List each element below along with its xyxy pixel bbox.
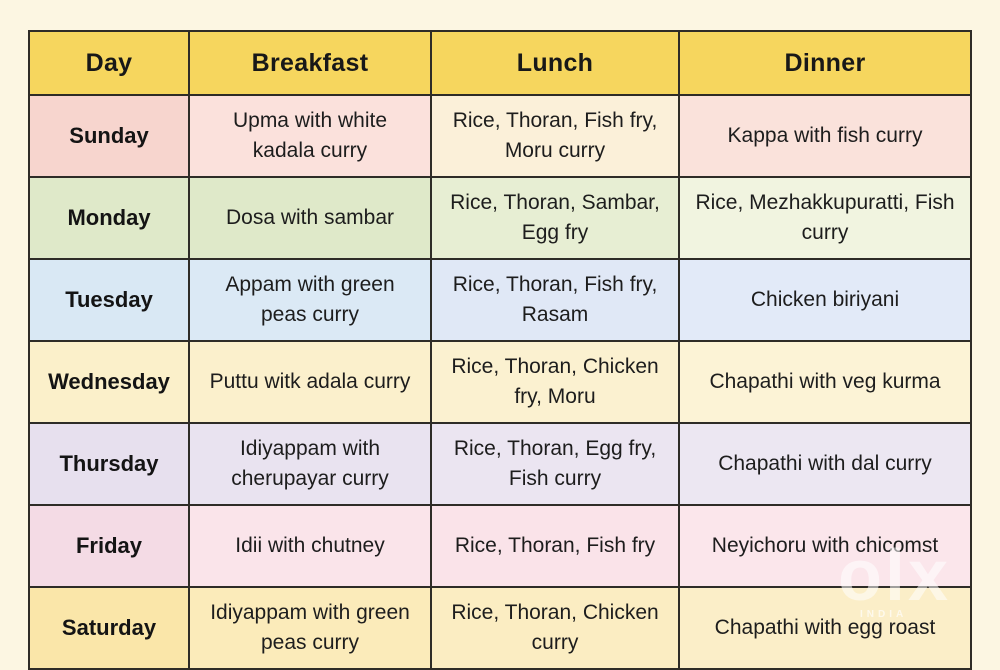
header-breakfast: Breakfast [188, 30, 432, 96]
header-lunch: Lunch [430, 30, 680, 96]
dinner-cell: Chapathi with egg roast [678, 586, 972, 670]
table-row-friday: Friday Idii with chutney Rice, Thoran, F… [28, 504, 972, 588]
header-dinner: Dinner [678, 30, 972, 96]
day-cell: Sunday [28, 94, 190, 178]
lunch-cell: Rice, Thoran, Chicken fry, Moru [430, 340, 680, 424]
table-row-monday: Monday Dosa with sambar Rice, Thoran, Sa… [28, 176, 972, 260]
day-cell: Thursday [28, 422, 190, 506]
breakfast-cell: Dosa with sambar [188, 176, 432, 260]
dinner-cell: Chapathi with dal curry [678, 422, 972, 506]
day-cell: Monday [28, 176, 190, 260]
table-row-wednesday: Wednesday Puttu witk adala curry Rice, T… [28, 340, 972, 424]
header-day: Day [28, 30, 190, 96]
lunch-cell: Rice, Thoran, Fish fry, Rasam [430, 258, 680, 342]
table-row-tuesday: Tuesday Appam with green peas curry Rice… [28, 258, 972, 342]
day-cell: Saturday [28, 586, 190, 670]
table-row-thursday: Thursday Idiyappam with cherupayar curry… [28, 422, 972, 506]
day-cell: Friday [28, 504, 190, 588]
dinner-cell: Kappa with fish curry [678, 94, 972, 178]
header-row: Day Breakfast Lunch Dinner [28, 30, 972, 96]
day-cell: Wednesday [28, 340, 190, 424]
dinner-cell: Rice, Mezhakkupuratti, Fish curry [678, 176, 972, 260]
table-row-saturday: Saturday Idiyappam with green peas curry… [28, 586, 972, 670]
breakfast-cell: Puttu witk adala curry [188, 340, 432, 424]
lunch-cell: Rice, Thoran, Egg fry, Fish curry [430, 422, 680, 506]
dinner-cell: Chapathi with veg kurma [678, 340, 972, 424]
breakfast-cell: Idiyappam with cherupayar curry [188, 422, 432, 506]
breakfast-cell: Idiyappam with green peas curry [188, 586, 432, 670]
dinner-cell: Chicken biriyani [678, 258, 972, 342]
breakfast-cell: Appam with green peas curry [188, 258, 432, 342]
meal-timetable: Day Breakfast Lunch Dinner Sunday Upma w… [28, 30, 972, 670]
lunch-cell: Rice, Thoran, Sambar, Egg fry [430, 176, 680, 260]
lunch-cell: Rice, Thoran, Fish fry [430, 504, 680, 588]
dinner-cell: Neyichoru with chicomst [678, 504, 972, 588]
breakfast-cell: Idii with chutney [188, 504, 432, 588]
lunch-cell: Rice, Thoran, Chicken curry [430, 586, 680, 670]
lunch-cell: Rice, Thoran, Fish fry, Moru curry [430, 94, 680, 178]
day-cell: Tuesday [28, 258, 190, 342]
table-row-sunday: Sunday Upma with white kadala curry Rice… [28, 94, 972, 178]
breakfast-cell: Upma with white kadala curry [188, 94, 432, 178]
